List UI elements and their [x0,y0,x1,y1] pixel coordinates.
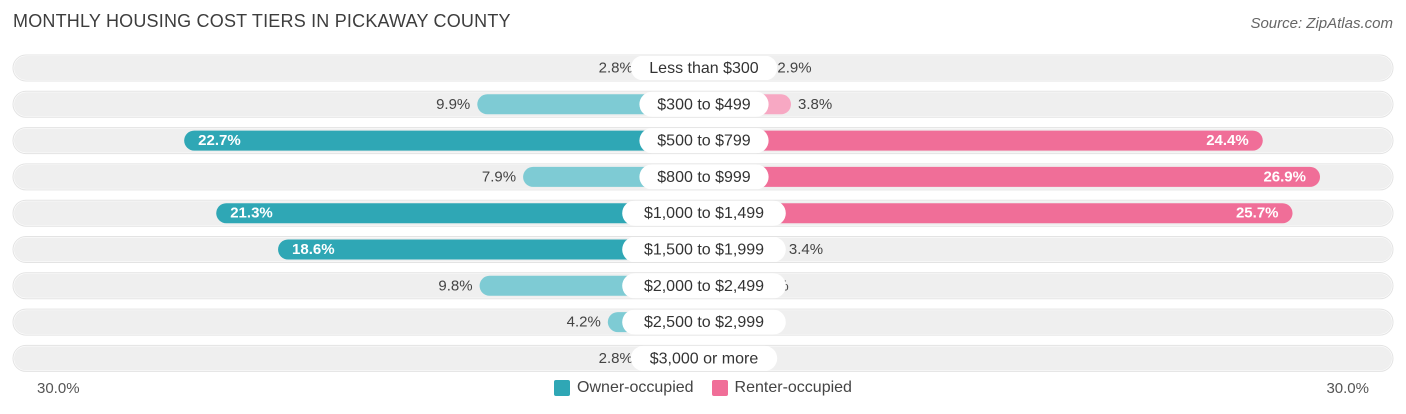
category-label: $500 to $799 [657,133,751,150]
legend-swatch-renter [711,380,728,396]
category-label: $1,000 to $1,499 [644,205,764,222]
renter-value-label: 26.9% [1263,168,1306,185]
owner-value-label: 4.2% [567,314,601,331]
owner-bar [216,203,715,224]
legend-item-owner[interactable]: Owner-occupied [554,379,694,397]
renter-bar [694,203,1293,224]
category-label: $1,500 to $1,999 [644,242,764,259]
renter-bar [694,166,1321,187]
renter-value-label: 2.9% [777,60,811,77]
renter-bar [694,130,1263,151]
category-pill [639,164,769,190]
axis-left-label: 30.0% [37,380,80,397]
owner-value-label: 9.8% [438,277,472,294]
legend-swatch-owner [554,380,571,396]
category-pill [622,309,786,335]
owner-value-label: 7.9% [482,168,516,185]
renter-value-label: 3.8% [798,96,832,113]
owner-value-label: 2.8% [599,60,633,77]
chart-svg: 2.8% 2.9% Less than $300 9.9% 3.8% $300 to $4… [12,54,1394,372]
legend: Owner-occupied Renter-occupied [0,379,1406,397]
owner-value-label: 21.3% [230,205,273,222]
owner-value-label: 9.9% [436,96,470,113]
owner-value-label: 22.7% [198,132,241,149]
category-label: $2,000 to $2,499 [644,278,764,295]
legend-label-renter: Renter-occupied [734,379,852,396]
category-pill [630,55,778,81]
axis-right-label: 30.0% [1326,380,1369,397]
category-pill [630,345,778,371]
category-label: $2,500 to $2,999 [644,314,764,331]
category-pill [622,200,786,226]
category-label: $3,000 or more [650,350,759,367]
category-pill [639,128,769,154]
legend-label-owner: Owner-occupied [577,379,694,396]
owner-bar [278,239,714,260]
renter-value-label: 25.7% [1236,205,1279,222]
category-pill [622,273,786,299]
category-pill [639,91,769,117]
category-label: Less than $300 [649,60,759,77]
renter-value-label: 24.4% [1206,132,1249,149]
owner-value-label: 18.6% [292,241,335,258]
legend-item-renter[interactable]: Renter-occupied [711,379,852,397]
renter-value-label: 3.4% [789,241,823,258]
chart-title: MONTHLY HOUSING COST TIERS IN PICKAWAY C… [13,11,511,31]
source-label: Source: ZipAtlas.com [1250,15,1393,32]
owner-value-label: 2.8% [599,350,633,367]
category-label: $800 to $999 [657,169,751,186]
category-label: $300 to $499 [657,96,751,113]
owner-bar [184,130,715,151]
category-pill [622,237,786,262]
